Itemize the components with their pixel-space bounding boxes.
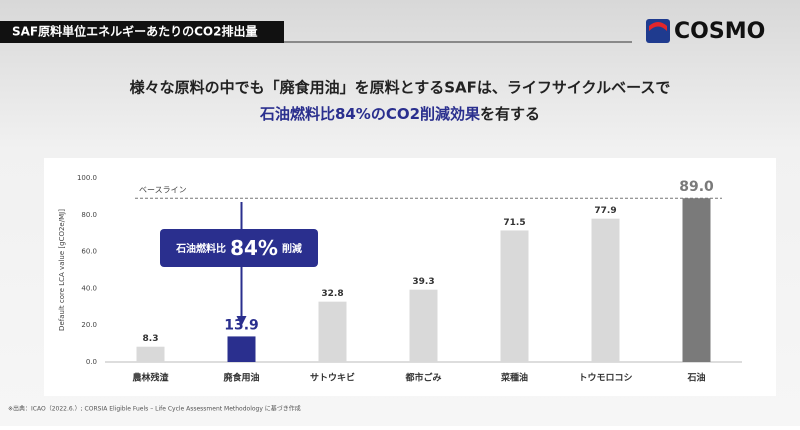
data-label: 32.8	[321, 289, 343, 299]
bar	[591, 218, 620, 362]
y-tick-label: 100.0	[77, 174, 97, 182]
logo: COSMO	[646, 19, 765, 44]
bar	[136, 346, 165, 362]
header-box	[0, 21, 284, 43]
y-tick-label: 60.0	[81, 248, 97, 256]
bar	[318, 301, 347, 362]
reference-label: ベースライン	[139, 186, 187, 195]
data-label: 77.9	[594, 206, 616, 216]
plot: 0.020.040.060.080.0100.0農林残渣8.3廃食用油13.9サ…	[77, 174, 742, 384]
data-label: 71.5	[503, 218, 525, 228]
footnote: ※出典：ICAO（2022.6.）; CORSIA Eligible Fuels…	[8, 405, 301, 413]
y-axis-title: Default core LCA value [gCO2e/MJ]	[58, 209, 66, 331]
y-tick-label: 0.0	[86, 358, 97, 366]
headline-highlight: 石油燃料比84%のCO2削減効果	[259, 105, 481, 123]
callout-prefix: 石油燃料比	[175, 242, 226, 255]
bar	[409, 289, 438, 362]
header-label: SAF原料単位エネルギーあたりのCO2排出量	[12, 24, 258, 39]
logo-text: COSMO	[674, 19, 765, 44]
callout-arrowhead	[236, 316, 247, 326]
headline-line2: 石油燃料比84%のCO2削減効果を有する	[259, 105, 540, 123]
headline-line1: 様々な原料の中でも「廃食用油」を原料とするSAFは、ライフサイクルベースで	[130, 79, 671, 97]
y-tick-label: 40.0	[81, 284, 97, 292]
x-tick-label: 都市ごみ	[404, 372, 441, 384]
x-tick-label: 石油	[686, 372, 705, 384]
callout-box	[160, 229, 318, 267]
x-tick-label: 菜種油	[500, 372, 528, 384]
headline-rest: を有する	[480, 105, 540, 123]
callout-text: 石油燃料比 84% 削減	[175, 236, 302, 260]
data-label: 89.0	[679, 179, 714, 195]
data-label: 8.3	[143, 334, 159, 344]
bar	[500, 230, 529, 362]
x-tick-label: サトウキビ	[310, 372, 355, 384]
y-tick-label: 20.0	[81, 321, 97, 329]
x-tick-label: 廃食用油	[223, 372, 259, 384]
bar	[227, 336, 256, 362]
y-tick-label: 80.0	[81, 211, 97, 219]
callout-suffix: 削減	[282, 242, 302, 255]
x-tick-label: トウモロコシ	[578, 373, 632, 384]
bar	[682, 198, 711, 362]
callout-figure: 84%	[230, 236, 278, 260]
x-tick-label: 農林残渣	[132, 372, 169, 384]
data-label: 39.3	[412, 277, 434, 287]
logo-arc	[649, 22, 667, 31]
